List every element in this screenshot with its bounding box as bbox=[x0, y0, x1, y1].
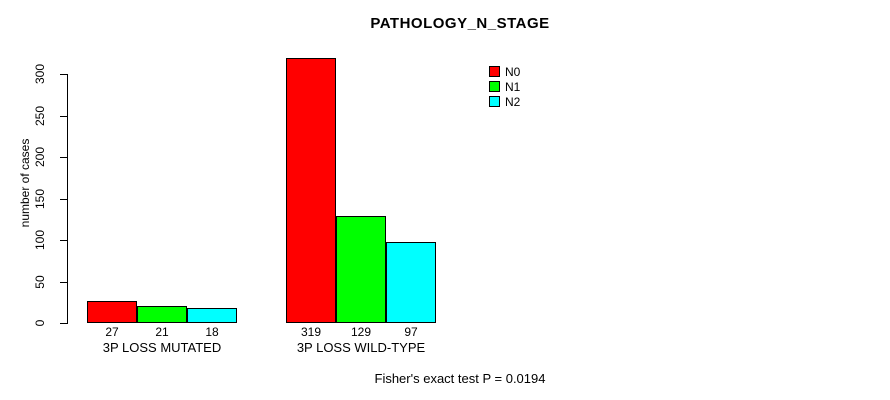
bar-N0-group1 bbox=[87, 300, 137, 323]
y-axis-tick bbox=[60, 115, 67, 117]
bar-value-label: 18 bbox=[205, 325, 219, 339]
y-axis-tick bbox=[60, 157, 67, 158]
category-label: 3P LOSS WILD-TYPE bbox=[296, 340, 426, 355]
bar-N0-group2 bbox=[286, 58, 336, 323]
bar-value-label: 27 bbox=[105, 325, 119, 339]
y-axis-label: number of cases bbox=[18, 138, 32, 228]
y-axis-tick-label: 50 bbox=[33, 274, 47, 289]
legend-swatch-icon bbox=[489, 81, 500, 92]
legend-item-N1: N1 bbox=[489, 79, 520, 94]
bar-value-label: 21 bbox=[155, 325, 169, 339]
chart-title: PATHOLOGY_N_STAGE bbox=[370, 15, 550, 32]
y-axis-tick bbox=[60, 74, 67, 75]
y-axis-tick bbox=[60, 281, 67, 283]
legend-label: N2 bbox=[505, 94, 521, 109]
y-axis-tick bbox=[60, 240, 67, 241]
legend-item-N0: N0 bbox=[489, 64, 520, 79]
legend: N0 N1 N2 bbox=[489, 64, 520, 109]
y-axis-tick-label: 100 bbox=[33, 229, 47, 251]
y-axis-tick-label: 0 bbox=[33, 319, 47, 327]
bar-value-label: 129 bbox=[350, 325, 372, 339]
y-axis-tick-label: 250 bbox=[33, 105, 47, 126]
legend-swatch-icon bbox=[489, 66, 500, 77]
y-axis-tick-label: 200 bbox=[33, 146, 47, 168]
y-axis-line bbox=[67, 74, 68, 324]
legend-label: N1 bbox=[505, 79, 521, 94]
bar-N1-group2 bbox=[336, 215, 386, 323]
bar-value-label: 97 bbox=[404, 325, 418, 339]
bar-value-label: 319 bbox=[300, 325, 322, 339]
y-axis-tick-label: 300 bbox=[33, 63, 47, 85]
legend-swatch-icon bbox=[489, 96, 500, 107]
y-axis-tick bbox=[60, 323, 67, 324]
annotation-text: Fisher's exact test P = 0.0194 bbox=[374, 371, 546, 386]
category-label: 3P LOSS MUTATED bbox=[102, 340, 222, 355]
y-axis-tick bbox=[60, 198, 67, 200]
bar-N1-group1 bbox=[137, 305, 187, 323]
bar-N2-group2 bbox=[386, 242, 436, 323]
bar-N2-group1 bbox=[187, 308, 237, 323]
y-axis-tick-label: 150 bbox=[33, 188, 47, 209]
legend-item-N2: N2 bbox=[489, 94, 520, 109]
legend-label: N0 bbox=[505, 64, 521, 79]
